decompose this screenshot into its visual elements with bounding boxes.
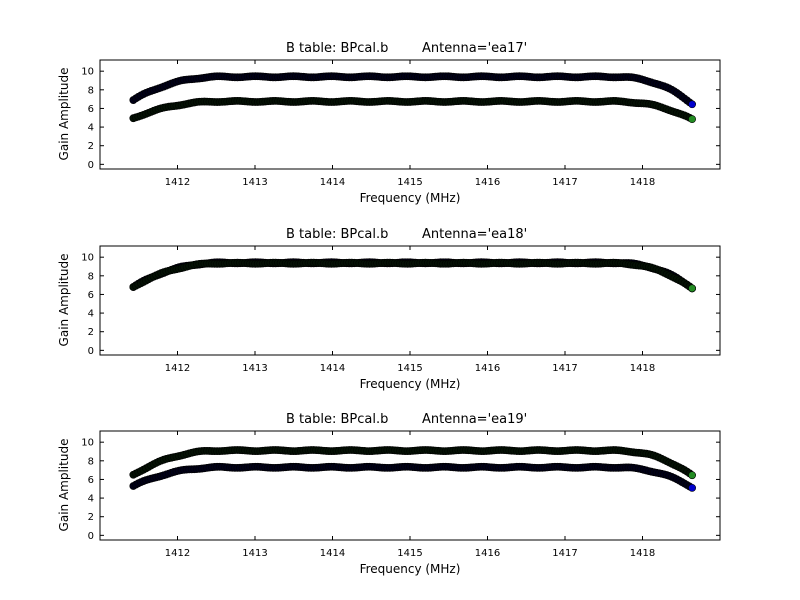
y-tick-label: 2 — [88, 141, 94, 152]
x-tick-label: 1417 — [552, 177, 577, 188]
chart-title-prefix: B table: BPcal.b — [286, 41, 388, 56]
x-tick-label: 1416 — [475, 548, 500, 559]
series-1 — [129, 258, 696, 293]
series-0 — [129, 462, 696, 492]
x-axis-label: Frequency (MHz) — [360, 191, 461, 205]
x-tick-label: 1414 — [320, 548, 345, 559]
x-tick-label: 1413 — [242, 363, 267, 374]
x-axis-label: Frequency (MHz) — [360, 562, 461, 576]
y-axis-label: Gain Amplitude — [57, 439, 71, 532]
y-tick-label: 6 — [88, 290, 94, 301]
x-tick-label: 1414 — [320, 363, 345, 374]
chart-title-prefix: B table: BPcal.b — [286, 227, 388, 242]
data-point — [688, 284, 696, 293]
chart-title-antenna: Antenna='ea19' — [422, 412, 527, 427]
y-tick-label: 2 — [88, 327, 94, 338]
chart-title-antenna: Antenna='ea17' — [422, 41, 527, 56]
y-tick-label: 4 — [88, 494, 94, 505]
y-tick-label: 0 — [88, 346, 94, 357]
chart-title-antenna: Antenna='ea18' — [422, 227, 527, 242]
data-point — [688, 100, 696, 109]
y-tick-label: 4 — [88, 309, 94, 320]
x-tick-label: 1418 — [630, 548, 655, 559]
x-tick-label: 1412 — [165, 548, 190, 559]
x-tick-label: 1416 — [475, 177, 500, 188]
panel-ea18: B table: BPcal.b Antenna='ea18' Frequenc… — [57, 227, 721, 391]
x-tick-label: 1414 — [320, 177, 345, 188]
x-tick-label: 1412 — [165, 177, 190, 188]
x-axis-label: Frequency (MHz) — [360, 377, 461, 391]
y-tick-label: 0 — [88, 531, 94, 542]
x-tick-label: 1413 — [242, 177, 267, 188]
axis-ticks: 1412 1413 1414 1415 1416 1417 1418 0 2 4 6 8 10 — [81, 60, 720, 188]
x-tick-label: 1416 — [475, 363, 500, 374]
y-tick-label: 2 — [88, 512, 94, 523]
data-points — [129, 72, 696, 124]
y-tick-label: 6 — [88, 104, 94, 115]
x-tick-label: 1412 — [165, 363, 190, 374]
axis-ticks: 1412 1413 1414 1415 1416 1417 1418 0 2 4 6 8 10 — [81, 246, 720, 374]
y-tick-label: 4 — [88, 123, 94, 134]
y-tick-label: 8 — [88, 271, 94, 282]
chart-title-prefix: B table: BPcal.b — [286, 412, 388, 427]
data-point — [688, 471, 696, 480]
axis-ticks: 1412 1413 1414 1415 1416 1417 1418 0 2 4 6 8 10 — [81, 431, 720, 559]
y-tick-label: 10 — [81, 253, 94, 264]
x-tick-label: 1417 — [552, 363, 577, 374]
x-tick-label: 1413 — [242, 548, 267, 559]
x-tick-label: 1418 — [630, 177, 655, 188]
x-tick-label: 1415 — [397, 177, 422, 188]
y-tick-label: 8 — [88, 456, 94, 467]
series-1 — [129, 97, 696, 124]
data-point — [688, 483, 696, 492]
series-1 — [129, 446, 696, 480]
y-tick-label: 8 — [88, 85, 94, 96]
series-0 — [129, 72, 696, 109]
y-axis-label: Gain Amplitude — [57, 68, 71, 161]
data-point — [688, 115, 696, 124]
y-axis-label: Gain Amplitude — [57, 254, 71, 347]
data-points — [129, 258, 696, 293]
y-tick-label: 10 — [81, 67, 94, 78]
panel-ea17: B table: BPcal.b Antenna='ea17' Frequenc… — [57, 41, 721, 205]
y-tick-label: 0 — [88, 160, 94, 171]
data-points — [129, 446, 696, 492]
x-tick-label: 1415 — [397, 548, 422, 559]
y-tick-label: 10 — [81, 438, 94, 449]
x-tick-label: 1415 — [397, 363, 422, 374]
x-tick-label: 1417 — [552, 548, 577, 559]
panel-ea19: B table: BPcal.b Antenna='ea19' Frequenc… — [57, 412, 721, 576]
y-tick-label: 6 — [88, 475, 94, 486]
x-tick-label: 1418 — [630, 363, 655, 374]
